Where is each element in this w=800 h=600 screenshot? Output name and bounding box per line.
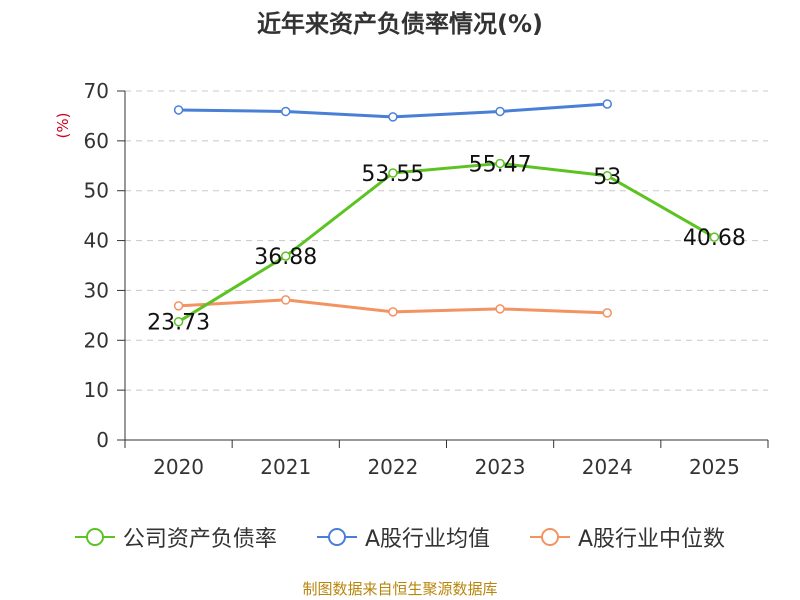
y-tick-label: 40	[84, 229, 109, 253]
y-tick-label: 20	[84, 328, 109, 352]
legend-label-industry-median: A股行业中位数	[578, 527, 726, 552]
legend-swatch-industry-mean	[316, 528, 357, 546]
data-point-0	[173, 316, 184, 327]
y-tick-label: 50	[84, 179, 109, 203]
data-point-0	[602, 171, 612, 181]
chart-title: 近年来资产负债率情况(%)	[257, 10, 543, 38]
legend-item-industry-mean[interactable]: A股行业均值	[316, 521, 490, 553]
legend: 公司资产负债率 A股行业均值 A股行业中位数	[0, 521, 800, 553]
data-point-0	[495, 158, 505, 169]
y-tick-label: 10	[84, 378, 109, 402]
data-point-0	[709, 232, 720, 242]
x-tick-label: 2021	[260, 455, 311, 479]
data-label: 55.47	[469, 152, 532, 177]
data-point-1	[602, 99, 612, 109]
x-tick-label: 2025	[689, 455, 740, 479]
data-label: 36.88	[254, 245, 317, 270]
y-tick-label: 30	[84, 278, 109, 302]
data-label: 40.68	[683, 226, 746, 251]
x-tick-label: 2023	[475, 455, 526, 479]
data-point-0	[281, 251, 291, 261]
data-point-1	[173, 105, 184, 115]
x-tick-label: 2020	[153, 455, 204, 479]
legend-item-company[interactable]: 公司资产负债率	[74, 521, 277, 553]
data-label: 53	[593, 165, 621, 190]
legend-swatch-industry-median	[530, 528, 570, 546]
data-point-0	[388, 168, 398, 178]
data-point-2	[173, 301, 184, 311]
y-unit-label: (%)	[54, 113, 72, 139]
y-tick-label: 70	[84, 79, 109, 103]
data-label: 23.73	[147, 311, 210, 336]
source-note: 制图数据来自恒生聚源数据库	[302, 580, 498, 598]
data-point-1	[281, 106, 291, 117]
data-point-2	[495, 304, 505, 314]
data-point-1	[495, 106, 505, 117]
data-label: 53.55	[361, 162, 424, 187]
legend-swatch-company	[74, 528, 115, 546]
legend-item-industry-median[interactable]: A股行业中位数	[530, 521, 725, 553]
data-point-1	[388, 112, 398, 122]
legend-label-company: 公司资产负债率	[122, 527, 277, 552]
legend-label-industry-mean: A股行业均值	[364, 527, 490, 552]
x-tick-label: 2022	[367, 455, 418, 479]
data-point-2	[281, 295, 291, 305]
data-point-2	[388, 307, 398, 317]
data-point-2	[602, 308, 612, 318]
y-tick-label: 60	[84, 129, 109, 153]
y-tick-label: 0	[96, 428, 109, 452]
series-line-0	[177, 161, 716, 323]
x-tick-label: 2024	[582, 455, 633, 479]
